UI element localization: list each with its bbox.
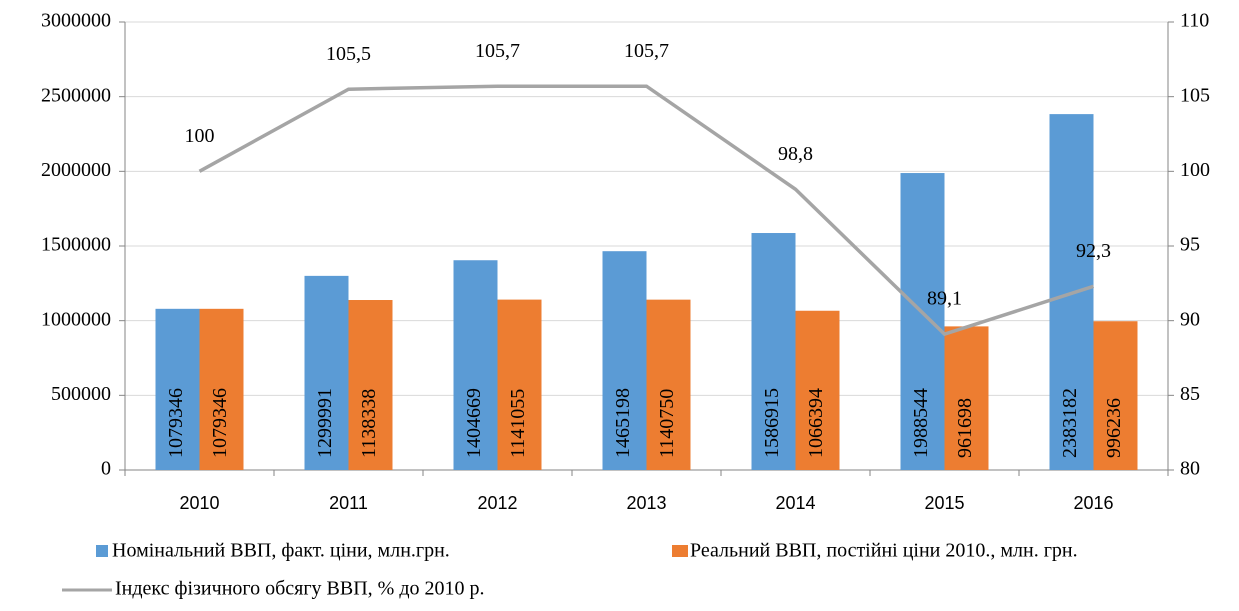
y-tick-label: 1000000 (41, 308, 111, 330)
data-label: 961698 (954, 398, 976, 458)
x-tick-label: 2014 (775, 493, 815, 513)
bar (497, 299, 542, 470)
data-label: 1586915 (761, 388, 783, 458)
bar (795, 310, 840, 470)
y2-tick-label: 90 (1180, 308, 1200, 330)
x-tick-label: 2012 (477, 493, 517, 513)
data-label: 105,7 (624, 40, 669, 62)
y-tick-label: 500000 (51, 383, 111, 405)
bar (155, 308, 200, 470)
y-tick-label: 3000000 (41, 10, 111, 32)
data-label: 1988544 (910, 388, 932, 458)
bar (900, 173, 945, 470)
bar (453, 260, 498, 470)
x-tick-label: 2013 (626, 493, 666, 513)
data-label: 1299991 (314, 388, 336, 458)
data-label: 996236 (1103, 398, 1125, 458)
legend-label: Індекс фізичного обсягу ВВП, % до 2010 р… (115, 578, 485, 600)
data-label: 1079346 (165, 388, 187, 458)
legend-label: Номінальний ВВП, факт. ціни, млн.грн. (112, 540, 450, 562)
data-label: 2383182 (1059, 388, 1081, 458)
data-label: 105,5 (326, 43, 371, 65)
x-tick-label: 2010 (179, 493, 219, 513)
x-tick-label: 2015 (924, 493, 964, 513)
bar (944, 326, 989, 470)
line-series (198, 84, 1095, 337)
y-tick-label: 2500000 (41, 84, 111, 106)
data-label: 1465198 (612, 388, 634, 458)
data-label: 89,1 (927, 288, 962, 310)
y-tick-label: 0 (101, 458, 111, 480)
x-tick-label: 2016 (1073, 493, 1113, 513)
y2-tick-label: 80 (1180, 458, 1200, 480)
y-tick-label: 2000000 (41, 159, 111, 181)
data-label: 105,7 (475, 40, 520, 62)
bar (348, 300, 393, 470)
y2-tick-label: 105 (1180, 84, 1210, 106)
legend-swatch (672, 545, 688, 557)
legend-label: Реальний ВВП, постійні ціни 2010., млн. … (690, 540, 1078, 562)
bar (199, 308, 244, 470)
y2-tick-label: 85 (1180, 383, 1200, 405)
bar (602, 251, 647, 470)
data-label: 1141055 (507, 389, 529, 458)
data-label: 1404669 (463, 388, 485, 458)
data-label: 1066394 (805, 388, 827, 458)
data-label: 92,3 (1076, 240, 1111, 262)
y2-tick-label: 110 (1180, 10, 1209, 32)
data-label: 100 (185, 125, 215, 147)
bar (304, 275, 349, 470)
bar (1093, 321, 1138, 470)
bar (646, 299, 691, 470)
data-label: 1140750 (656, 389, 678, 458)
bar (751, 233, 796, 470)
y2-tick-label: 95 (1180, 234, 1200, 256)
data-label: 98,8 (778, 143, 813, 165)
legend-swatch (96, 545, 108, 557)
y2-tick-label: 100 (1180, 159, 1210, 181)
data-label: 1079346 (209, 388, 231, 458)
y-tick-label: 1500000 (41, 234, 111, 256)
data-label: 1138338 (358, 389, 380, 458)
x-tick-label: 2011 (329, 493, 368, 513)
